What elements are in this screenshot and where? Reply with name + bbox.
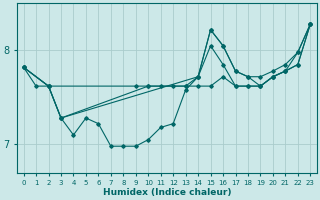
X-axis label: Humidex (Indice chaleur): Humidex (Indice chaleur) xyxy=(103,188,231,197)
